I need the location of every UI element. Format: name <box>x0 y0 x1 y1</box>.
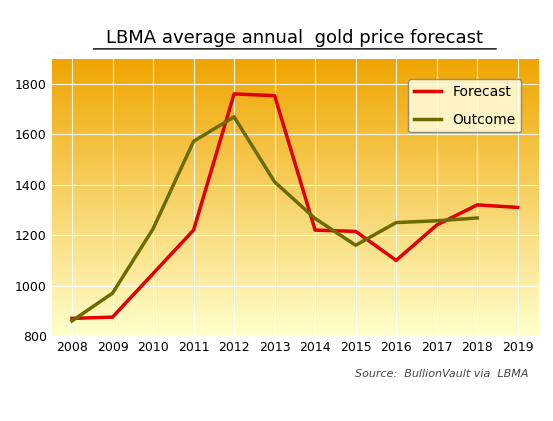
Outcome <box>190 139 197 144</box>
Forecast <box>312 228 319 233</box>
Outcome <box>312 216 319 221</box>
Forecast <box>474 203 481 208</box>
Forecast <box>514 205 521 210</box>
Legend: Forecast, Outcome: Forecast, Outcome <box>408 80 521 133</box>
Outcome <box>109 290 116 296</box>
Forecast <box>434 223 440 228</box>
Line: Forecast: Forecast <box>72 94 518 318</box>
Text: LBMA average annual  gold price forecast: LBMA average annual gold price forecast <box>106 29 483 48</box>
Forecast <box>231 91 237 96</box>
Outcome <box>393 220 399 225</box>
Outcome <box>231 115 237 120</box>
Line: Outcome: Outcome <box>72 117 477 321</box>
Outcome <box>69 318 75 323</box>
Text: Source:  BullionVault via  LBMA: Source: BullionVault via LBMA <box>355 369 528 379</box>
Outcome <box>150 226 156 232</box>
Forecast <box>109 314 116 320</box>
Forecast <box>352 229 359 234</box>
Outcome <box>434 218 440 223</box>
Forecast <box>393 258 399 263</box>
Forecast <box>69 316 75 321</box>
Outcome <box>352 243 359 248</box>
Outcome <box>272 179 278 184</box>
Forecast <box>190 228 197 233</box>
Forecast <box>272 93 278 98</box>
Outcome <box>474 216 481 221</box>
